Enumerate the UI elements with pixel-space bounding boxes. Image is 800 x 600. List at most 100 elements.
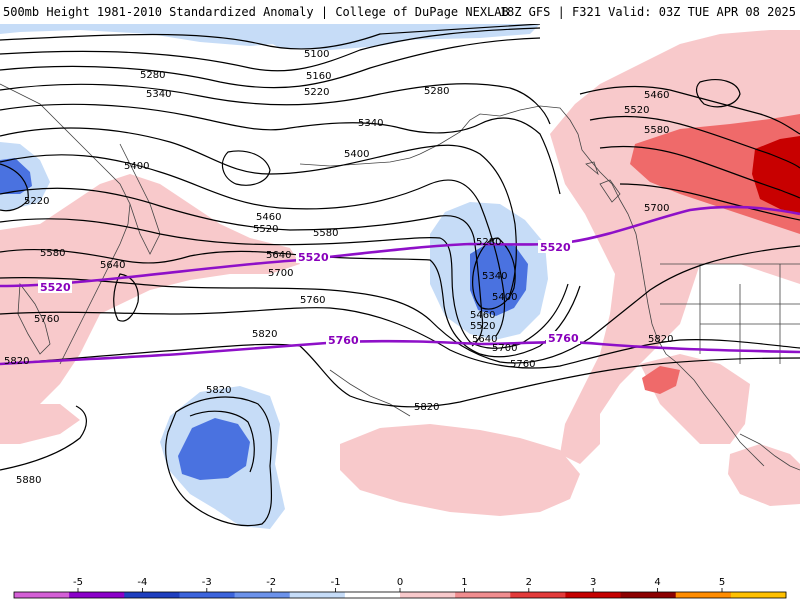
- anom-pos-mid: [340, 424, 580, 516]
- colorbar-tick-label: 4: [654, 577, 660, 588]
- contour-5340: [0, 103, 561, 195]
- colorbar-segment: [510, 592, 566, 598]
- contour-label: 5580: [644, 125, 669, 136]
- colorbar-tick-label: 5: [719, 577, 725, 588]
- contour-label: 5280: [140, 70, 165, 81]
- colorbar-tick-label: 2: [526, 577, 532, 588]
- contour-label: 5520: [624, 105, 649, 116]
- japan: [17, 282, 51, 355]
- contour-ne-1: [579, 85, 800, 135]
- highlight-label: 5520: [40, 281, 71, 294]
- label-bg: [546, 331, 580, 344]
- contour-label: 5820: [414, 402, 439, 413]
- contour-label: 5880: [16, 475, 41, 486]
- hawaii: [329, 369, 411, 417]
- contour-low-trough: [472, 237, 516, 310]
- contour-low-sub: [165, 396, 273, 527]
- contour-label: 5760: [510, 359, 535, 370]
- contour-label: 5580: [313, 228, 338, 239]
- highlight-contours: [0, 205, 800, 366]
- anom-pos-strong: [752, 136, 800, 214]
- contour-label: 5820: [252, 329, 277, 340]
- colorbar-segment: [730, 592, 787, 598]
- contour-high-ne: [695, 79, 741, 108]
- contour-ne-2: [589, 115, 800, 169]
- anom-pos-mod-sw: [642, 366, 680, 394]
- header-bar: 500mb Height 1981-2010 Standardized Anom…: [0, 0, 800, 25]
- us-state-lines: [660, 263, 800, 364]
- mexico-coast: [739, 433, 800, 471]
- contour-5700: [0, 245, 800, 364]
- contour-label: 5100: [304, 49, 329, 60]
- bc-coast-islands: [585, 161, 621, 203]
- colorbar-segment: [565, 592, 622, 598]
- contour-ne-3: [599, 145, 800, 199]
- contour-label: 5760: [300, 295, 325, 306]
- run-info: 18Z GFS | F321 Valid: 03Z TUE APR 08 202…: [499, 5, 796, 19]
- colorbar-tick-label: -5: [73, 577, 83, 588]
- map-panel: 5100 5160 5220 5280 5280 5340 5340 5400 …: [0, 24, 800, 574]
- colorbar-segment: [69, 592, 125, 598]
- contour-5220: [0, 37, 541, 89]
- asia-coast: [0, 83, 131, 365]
- contour-5460: [0, 154, 506, 337]
- contour-label: 5820: [648, 334, 673, 345]
- colorbar-tick-label: 1: [461, 577, 467, 588]
- colorbar-segment: [124, 592, 180, 598]
- colorbar: -5 -4 -3 -2 -1 0 1 2 3 4 5: [0, 574, 800, 600]
- highlight-labels: 5520 5520 5520 5760 5760: [38, 240, 580, 347]
- contour-label: 5220: [304, 87, 329, 98]
- colorbar-tick-label: 3: [590, 577, 596, 588]
- label-bg: [326, 333, 360, 346]
- contour-5280: [0, 83, 551, 125]
- colorbar-tick-label: 0: [397, 577, 403, 588]
- colorbar-segments: [13, 591, 787, 599]
- highlight-5760: [0, 339, 800, 366]
- height-contours: [0, 24, 800, 527]
- anom-pos-west: [0, 174, 300, 404]
- label-bg: [296, 250, 330, 263]
- contour-labels: 5100 5160 5220 5280 5280 5340 5340 5400 …: [4, 49, 673, 486]
- contour-label: 5820: [206, 385, 231, 396]
- contour-label: 5820: [4, 356, 29, 367]
- contour-5160: [0, 27, 541, 72]
- anom-pos-mod: [630, 114, 800, 234]
- highlight-label: 5520: [298, 251, 329, 264]
- contour-low-mid: [221, 150, 271, 186]
- colorbar-segment: [620, 592, 677, 598]
- colorbar-segment: [400, 592, 456, 598]
- anom-pos-west2: [0, 404, 80, 444]
- contour-low-left: [0, 163, 29, 212]
- contour-label: 5460: [470, 310, 495, 321]
- label-bg: [538, 240, 572, 253]
- colorbar-segment: [14, 592, 70, 598]
- colorbar-segment: [344, 592, 401, 598]
- highlight-label: 5760: [548, 332, 579, 345]
- highlight-5520: [0, 205, 800, 288]
- anom-neg-top2: [250, 28, 420, 50]
- contour-low-sub-inner: [189, 410, 255, 473]
- colorbar-tick-label: -2: [266, 577, 276, 588]
- contour-5100: [0, 24, 541, 50]
- anom-neg-south-core: [178, 418, 250, 480]
- colorbar-tick-label: -3: [202, 577, 212, 588]
- highlight-label: 5760: [328, 334, 359, 347]
- contour-label: 5400: [492, 292, 517, 303]
- anom-pos-se: [728, 444, 800, 506]
- contour-label: 5520: [470, 321, 495, 332]
- colorbar-segment: [179, 592, 236, 598]
- contour-label: 5640: [266, 250, 291, 261]
- contour-low-se-asia: [113, 273, 139, 322]
- contour-5520: [0, 187, 484, 347]
- geography-layer: [0, 83, 800, 471]
- colorbar-ticks: -5 -4 -3 -2 -1 0 1 2 3 4 5: [73, 577, 725, 592]
- contour-label: 5460: [256, 212, 281, 223]
- colorbar-segment: [234, 592, 291, 598]
- contour-label: 5280: [476, 237, 501, 248]
- contour-label: 5700: [268, 268, 293, 279]
- contour-label: 5640: [472, 334, 497, 345]
- map-title: 500mb Height 1981-2010 Standardized Anom…: [3, 5, 509, 19]
- contour-label: 5220: [24, 196, 49, 207]
- contour-label: 5340: [358, 118, 383, 129]
- contour-label: 5700: [492, 343, 517, 354]
